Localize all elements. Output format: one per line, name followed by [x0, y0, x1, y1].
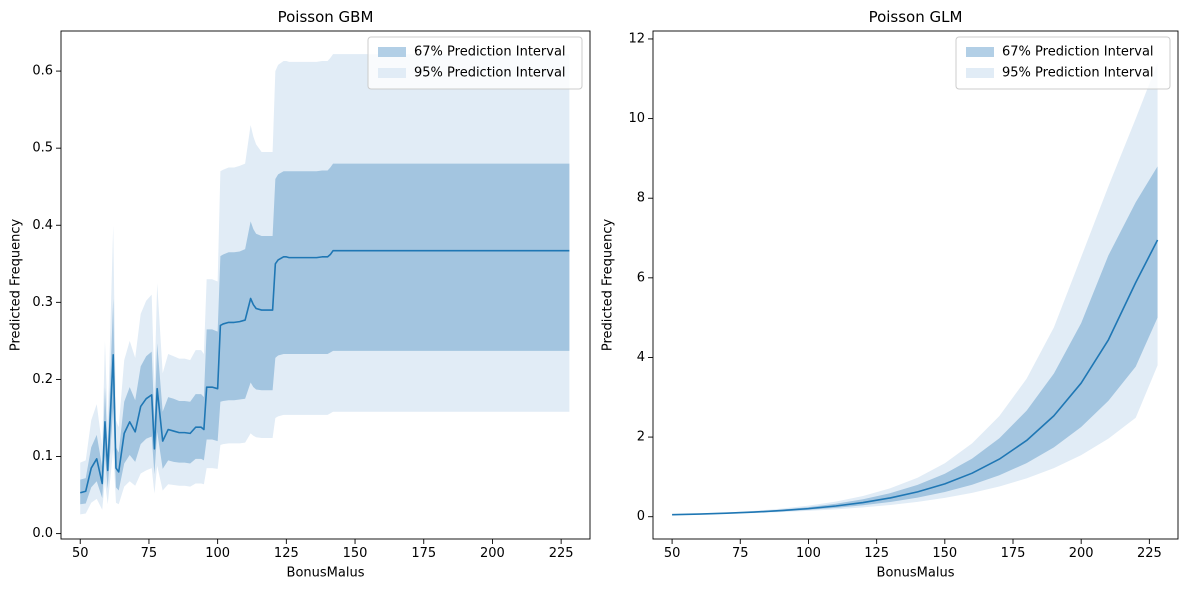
x-tick-label: 125 [274, 546, 299, 561]
y-tick-label: 0.1 [32, 449, 53, 464]
axes-frame [652, 30, 1179, 540]
legend-box [955, 36, 1171, 90]
legend-swatch-67 [378, 47, 406, 57]
x-tick-label: 100 [205, 546, 230, 561]
y-tick-label: 0.5 [32, 141, 53, 156]
y-tick-label: 6 [637, 270, 645, 285]
y-tick-label: 0.3 [32, 295, 53, 310]
y-tick-label: 0.6 [32, 64, 53, 79]
x-tick-label: 225 [1137, 546, 1162, 561]
y-axis-label: Predicted Frequency [9, 219, 24, 352]
prediction-line [672, 239, 1159, 516]
y-tick-label: 10 [628, 111, 645, 126]
x-tick-label: 175 [411, 546, 436, 561]
chart-title: Poisson GLM [869, 8, 963, 26]
x-tick-label: 75 [141, 546, 158, 561]
x-tick-label: 175 [1001, 546, 1026, 561]
x-tick-label: 200 [1069, 546, 1094, 561]
x-axis-label: BonusMalus [877, 566, 955, 581]
legend-box [367, 36, 583, 90]
panel-poisson-glm: 50 75 100 125 150 175 200 225 0 2 4 6 8 10 12 Poisson G… [601, 8, 1179, 581]
x-tick-label: 50 [664, 546, 681, 561]
x-tick-label: 75 [732, 546, 749, 561]
x-tick-label: 50 [72, 546, 89, 561]
legend-label: 95% Prediction Interval [1002, 66, 1154, 81]
panel-poisson-gbm: 50 75 100 125 150 175 200 225 0.0 0.1 0.2 0.3 0.4 0.5… [9, 8, 591, 581]
y-tick-label: 12 [628, 31, 645, 46]
x-tick-label: 200 [480, 546, 505, 561]
x-tick-label: 100 [796, 546, 821, 561]
x-tick-label: 125 [864, 546, 889, 561]
y-tick-label: 0.0 [32, 526, 53, 541]
x-tick-label: 225 [549, 546, 574, 561]
band-67-prediction-interval [672, 166, 1158, 515]
chart-title: Poisson GBM [278, 8, 374, 26]
legend-label: 67% Prediction Interval [1002, 45, 1154, 60]
y-axis-label: Predicted Frequency [601, 219, 616, 352]
axes-frame [60, 30, 591, 540]
y-tick-label: 8 [637, 191, 645, 206]
x-axis-label: BonusMalus [287, 566, 365, 581]
plot-area [80, 54, 570, 515]
legend-swatch-95 [378, 68, 406, 78]
legend-swatch-67 [966, 47, 994, 57]
legend-swatch-95 [966, 68, 994, 78]
y-tick-label: 4 [637, 350, 645, 365]
legend-label: 67% Prediction Interval [414, 45, 566, 60]
legend-label: 95% Prediction Interval [414, 66, 566, 81]
legend: 67% Prediction Interval 95% Prediction In… [367, 36, 583, 90]
plot-area [672, 62, 1159, 516]
prediction-line [80, 249, 570, 494]
band-67-prediction-interval [80, 163, 570, 505]
y-tick-label: 2 [637, 430, 645, 445]
legend: 67% Prediction Interval 95% Prediction In… [955, 36, 1171, 90]
y-tick-label: 0.4 [32, 218, 53, 233]
y-tick-label: 0.2 [32, 372, 53, 387]
x-tick-label: 150 [932, 546, 957, 561]
x-tick-label: 150 [343, 546, 368, 561]
y-tick-label: 0 [637, 509, 645, 524]
